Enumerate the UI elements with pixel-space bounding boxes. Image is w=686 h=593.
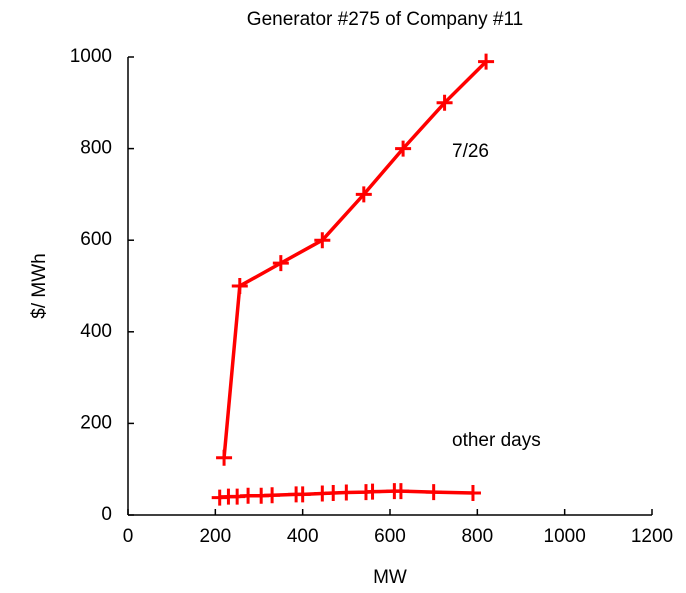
x-tick-label: 800 — [461, 526, 493, 547]
point-marker — [364, 483, 381, 500]
point-marker — [425, 484, 442, 501]
y-tick-label: 400 — [80, 321, 112, 342]
series-line — [222, 60, 488, 458]
point-marker — [294, 486, 311, 503]
point-marker — [355, 186, 372, 203]
point-marker — [264, 487, 281, 504]
x-tick-label: 400 — [287, 526, 319, 547]
x-tick-label: 0 — [123, 526, 134, 547]
y-axis-label: $/ MWh — [29, 253, 50, 318]
x-tick-label: 1200 — [631, 526, 673, 547]
x-tick-label: 200 — [199, 526, 231, 547]
point-marker — [231, 278, 248, 294]
chart-title: Generator #275 of Company #11 — [247, 9, 523, 30]
annotation: 7/26 — [452, 141, 489, 162]
point-marker — [216, 449, 233, 466]
point-marker — [392, 483, 409, 500]
y-tick-label: 800 — [80, 138, 112, 159]
point-marker — [314, 232, 331, 249]
y-tick-label: 200 — [80, 412, 112, 433]
point-marker — [272, 255, 289, 272]
y-tick-label: 600 — [80, 229, 112, 250]
point-marker — [436, 94, 453, 111]
point-marker — [478, 53, 495, 70]
y-tick-label: 1000 — [70, 46, 112, 67]
y-tick-label: 0 — [101, 504, 112, 525]
x-tick-label: 1000 — [544, 526, 586, 547]
point-marker — [338, 484, 355, 501]
point-marker — [395, 140, 412, 157]
x-tick-label: 600 — [374, 526, 406, 547]
x-axis-label: MW — [373, 567, 407, 588]
point-marker — [464, 485, 481, 502]
annotation: other days — [452, 430, 541, 451]
